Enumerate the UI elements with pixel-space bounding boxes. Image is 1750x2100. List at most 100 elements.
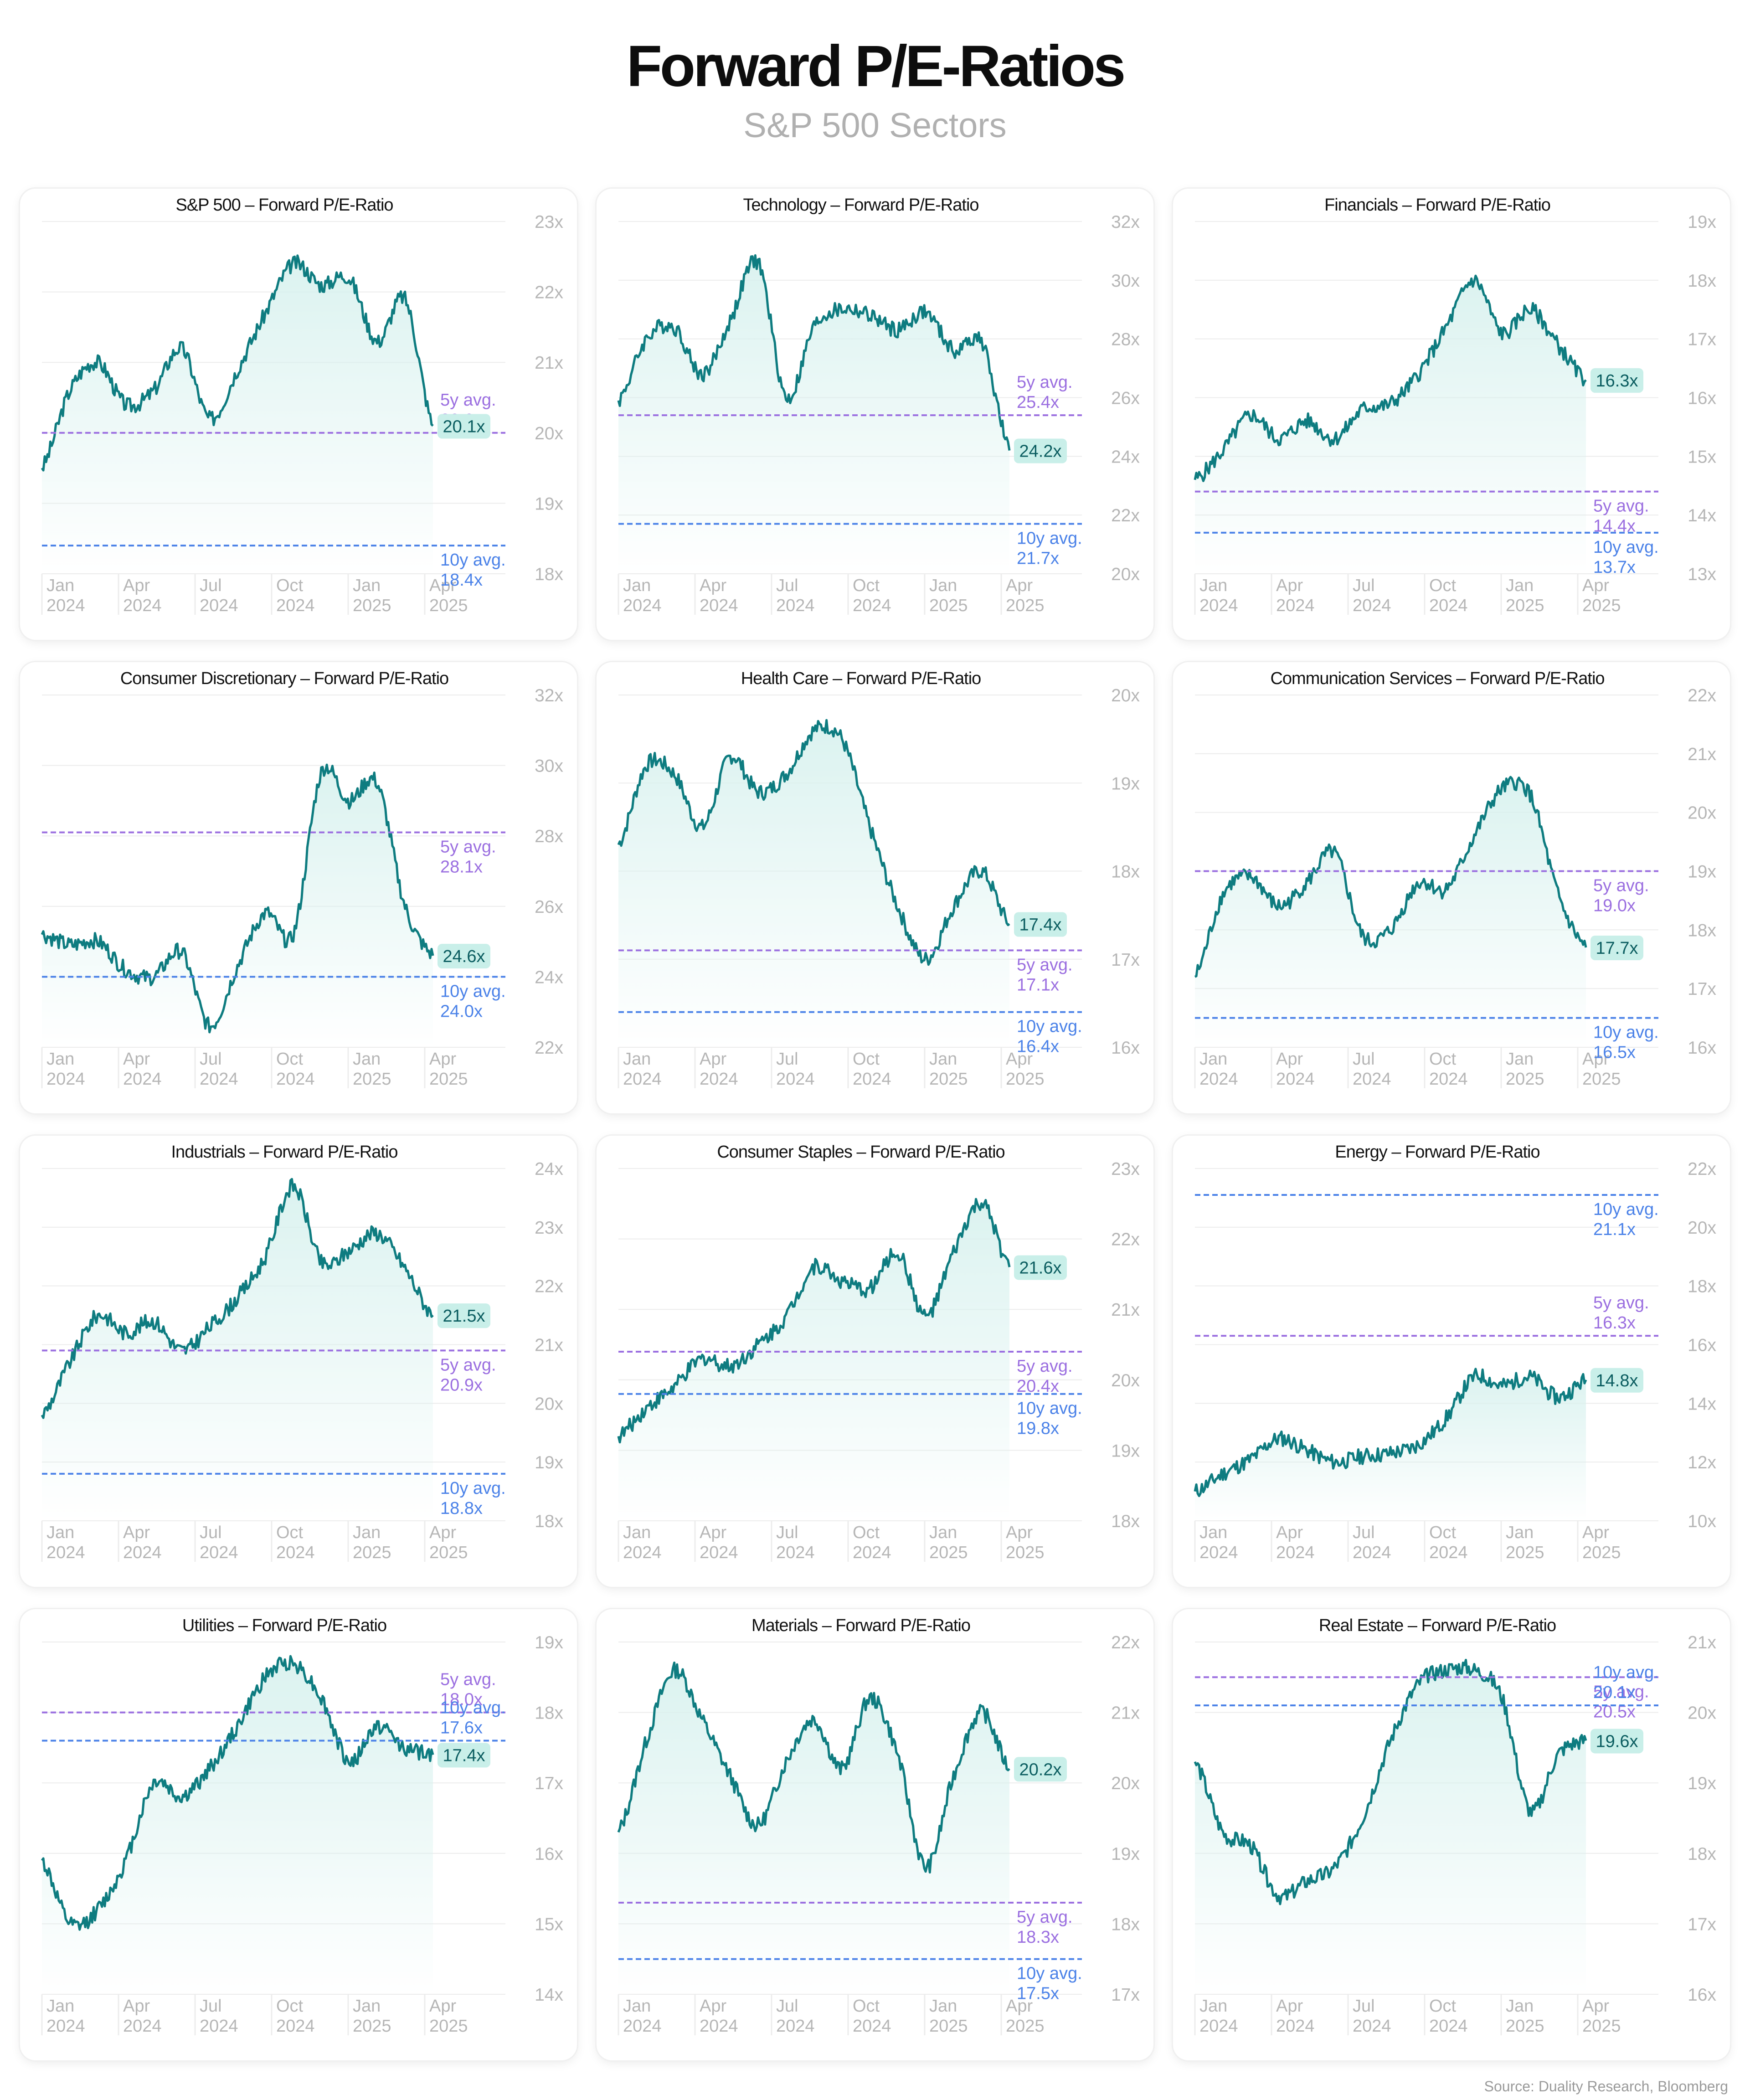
avg-5y-label: 5y avg.28.1x [440, 837, 496, 876]
x-tick-label: Jul [200, 1050, 222, 1069]
x-tick-label: Jan [46, 1997, 74, 2016]
svg-text:10y avg.: 10y avg. [1593, 1200, 1659, 1219]
y-tick-label: 24x [535, 968, 563, 987]
chart-panel-utilities: Utilities – Forward P/E-Ratio 19x 18x 17x 16… [20, 1609, 577, 2060]
x-tick-label: Oct [853, 1997, 880, 2016]
svg-text:5y avg.: 5y avg. [440, 1670, 496, 1689]
y-tick-label: 18x [1688, 921, 1716, 940]
y-tick-label: 22x [535, 283, 563, 303]
x-tick-label: 2024 [853, 1543, 891, 1562]
y-tick-label: 22x [535, 1038, 563, 1058]
x-tick-label: Jan [1199, 576, 1227, 595]
x-tick-label: 2024 [276, 596, 315, 615]
x-tick-label: 2024 [776, 1543, 815, 1562]
x-tick-label: 2024 [123, 2017, 162, 2036]
x-tick-label: Apr [1006, 576, 1033, 595]
x-tick-label: Apr [123, 1523, 150, 1542]
x-tick-label: Apr [1006, 1523, 1033, 1542]
y-tick-label: 22x [1688, 1159, 1716, 1179]
svg-text:20.2x: 20.2x [1019, 1760, 1062, 1779]
x-tick-label: 2024 [623, 596, 662, 615]
chart-title: Utilities – Forward P/E-Ratio [182, 1616, 386, 1635]
chart-title: Energy – Forward P/E-Ratio [1335, 1143, 1539, 1162]
y-tick-label: 20x [1688, 803, 1716, 823]
x-tick-label: 2024 [1199, 1070, 1238, 1089]
y-tick-label: 16x [1688, 1336, 1716, 1355]
chart-title: Industrials – Forward P/E-Ratio [171, 1143, 398, 1162]
x-tick-label: Jan [623, 1050, 651, 1069]
avg-10y-label: 10y avg.16.5x [1593, 1023, 1659, 1062]
svg-text:10y avg.: 10y avg. [1593, 1663, 1659, 1682]
chart-title: Communication Services – Forward P/E-Rat… [1270, 669, 1604, 688]
x-tick-label: 2024 [776, 2017, 815, 2036]
x-tick-label: 2025 [429, 1543, 468, 1562]
chart-title: Health Care – Forward P/E-Ratio [741, 669, 981, 688]
x-tick-label: Jul [200, 576, 222, 595]
x-tick-label: 2024 [200, 2017, 238, 2036]
y-tick-label: 23x [535, 212, 563, 232]
y-tick-label: 22x [1111, 1633, 1140, 1652]
svg-text:10y avg.: 10y avg. [440, 1479, 506, 1498]
x-tick-label: 2024 [1429, 2017, 1468, 2036]
svg-text:21.1x: 21.1x [1593, 1220, 1636, 1239]
x-tick-label: 2024 [1276, 2017, 1315, 2036]
svg-text:28.1x: 28.1x [440, 857, 483, 876]
y-tick-label: 26x [1111, 389, 1140, 408]
series-line [617, 719, 1010, 966]
svg-text:16.3x: 16.3x [1596, 371, 1638, 391]
avg-10y-label: 10y avg.13.7x [1593, 538, 1659, 577]
svg-text:17.1x: 17.1x [1017, 975, 1059, 994]
x-tick-label: 2024 [1429, 596, 1468, 615]
svg-text:10y avg.: 10y avg. [1017, 529, 1082, 548]
svg-text:18.4x: 18.4x [440, 571, 483, 590]
x-tick-label: 2024 [623, 2017, 662, 2036]
x-tick-label: 2024 [1429, 1543, 1468, 1562]
x-tick-label: Apr [429, 576, 456, 595]
x-tick-label: Apr [1582, 1997, 1609, 2016]
x-tick-label: Oct [276, 1997, 304, 2016]
x-tick-label: Jul [776, 1050, 798, 1069]
series-line [1194, 776, 1587, 978]
y-tick-label: 20x [535, 424, 563, 443]
svg-text:16.3x: 16.3x [1593, 1313, 1636, 1333]
y-tick-label: 19x [1688, 1774, 1716, 1793]
x-tick-label: 2025 [353, 1070, 391, 1089]
x-tick-label: Oct [1429, 1523, 1457, 1542]
x-tick-label: Apr [429, 1523, 456, 1542]
svg-text:18.8x: 18.8x [440, 1499, 483, 1518]
svg-text:17.7x: 17.7x [1596, 939, 1638, 958]
x-tick-label: 2024 [1353, 1070, 1391, 1089]
x-tick-label: Oct [853, 1523, 880, 1542]
chart-panel-industrials: Industrials – Forward P/E-Ratio 24x 23x 22x… [20, 1136, 577, 1587]
chart-title: Real Estate – Forward P/E-Ratio [1319, 1616, 1556, 1635]
x-tick-label: Oct [1429, 1997, 1457, 2016]
y-tick-label: 24x [535, 1159, 563, 1179]
chart-svg: Consumer Discretionary – Forward P/E-Rat… [41, 669, 563, 1089]
chart-panel-financials: Financials – Forward P/E-Ratio 19x 18x 17x 1… [1173, 189, 1730, 640]
y-tick-label: 21x [535, 1336, 563, 1355]
x-tick-label: 2024 [1276, 1070, 1315, 1089]
y-tick-label: 16x [1111, 1038, 1140, 1058]
y-tick-label: 20x [1688, 1704, 1716, 1723]
y-tick-label: 30x [1111, 271, 1140, 291]
x-tick-label: 2025 [929, 1070, 968, 1089]
y-tick-label: 18x [1688, 1844, 1716, 1864]
svg-text:24.2x: 24.2x [1019, 442, 1062, 461]
avg-5y-label: 5y avg.25.4x [1017, 373, 1073, 412]
x-tick-label: Oct [276, 576, 304, 595]
series-line [1194, 1368, 1587, 1498]
chart-title: Consumer Discretionary – Forward P/E-Rat… [120, 669, 448, 688]
svg-text:10y avg.: 10y avg. [440, 1698, 506, 1717]
x-tick-label: Oct [1429, 1050, 1457, 1069]
x-tick-label: 2024 [700, 1543, 738, 1562]
avg-10y-label: 10y avg.16.4x [1017, 1017, 1082, 1056]
svg-text:5y avg.: 5y avg. [1593, 876, 1649, 896]
x-tick-label: 2024 [1353, 2017, 1391, 2036]
y-tick-label: 19x [1111, 774, 1140, 793]
y-tick-label: 16x [1688, 1985, 1716, 2005]
svg-text:10y avg.: 10y avg. [440, 551, 506, 570]
chart-title: Materials – Forward P/E-Ratio [751, 1616, 970, 1635]
x-tick-label: Apr [123, 576, 150, 595]
svg-text:10y avg.: 10y avg. [1017, 1964, 1082, 1983]
chart-title: Consumer Staples – Forward P/E-Ratio [717, 1143, 1004, 1162]
